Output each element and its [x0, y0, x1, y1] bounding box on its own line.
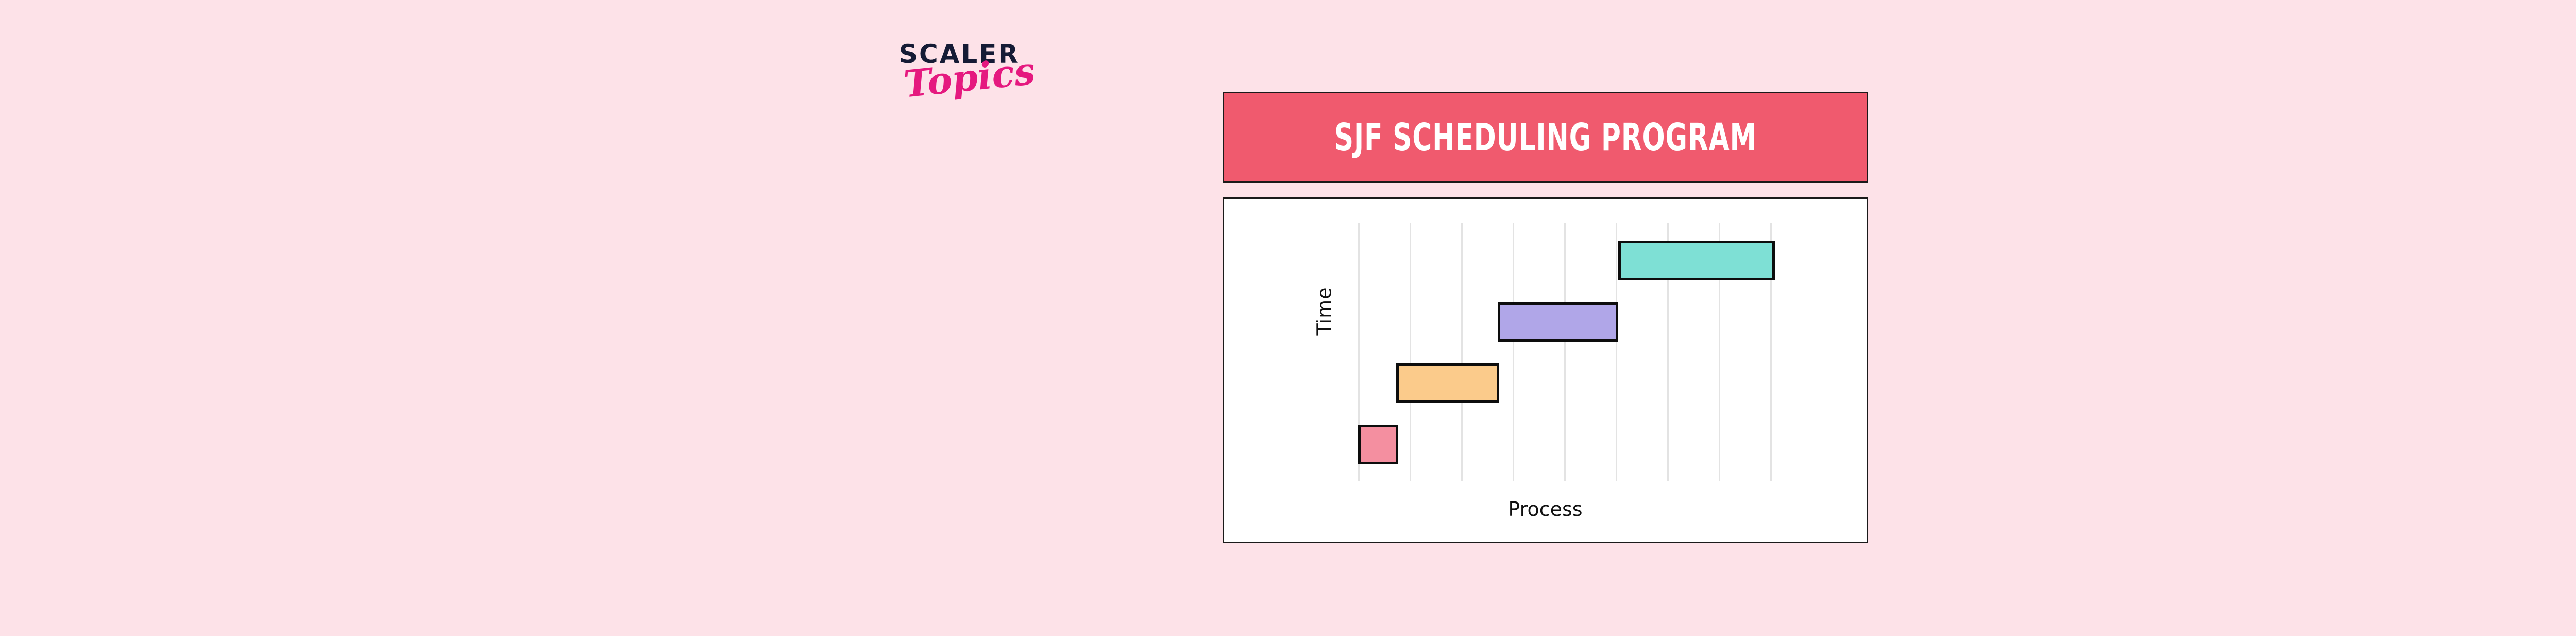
gridline: [1564, 223, 1566, 481]
gantt-bar-p4: [1618, 241, 1775, 280]
gridline: [1410, 223, 1411, 481]
gridline: [1461, 223, 1463, 481]
gridline: [1616, 223, 1617, 481]
gantt-plot-area: Time Process: [1224, 199, 1867, 542]
banner-title-text: SJF SCHEDULING PROGRAM: [1334, 115, 1757, 160]
gantt-bar-p2: [1396, 363, 1499, 403]
gridline: [1770, 223, 1772, 481]
logo-primary-text: SCALER: [899, 39, 1020, 69]
gridline: [1513, 223, 1514, 481]
x-axis-label: Process: [1508, 498, 1583, 521]
gantt-bar-p1: [1358, 425, 1398, 464]
y-axis-label: Time: [1313, 287, 1336, 336]
gridline: [1358, 223, 1360, 481]
scaler-topics-logo: SCALER Topics: [899, 39, 1037, 129]
gridline: [1667, 223, 1669, 481]
gridline: [1719, 223, 1720, 481]
title-banner: SJF SCHEDULING PROGRAM: [1223, 92, 1868, 183]
gantt-bar-p3: [1498, 302, 1618, 342]
chart-card: Time Process: [1223, 197, 1868, 543]
logo-secondary-text: Topics: [902, 48, 1038, 106]
